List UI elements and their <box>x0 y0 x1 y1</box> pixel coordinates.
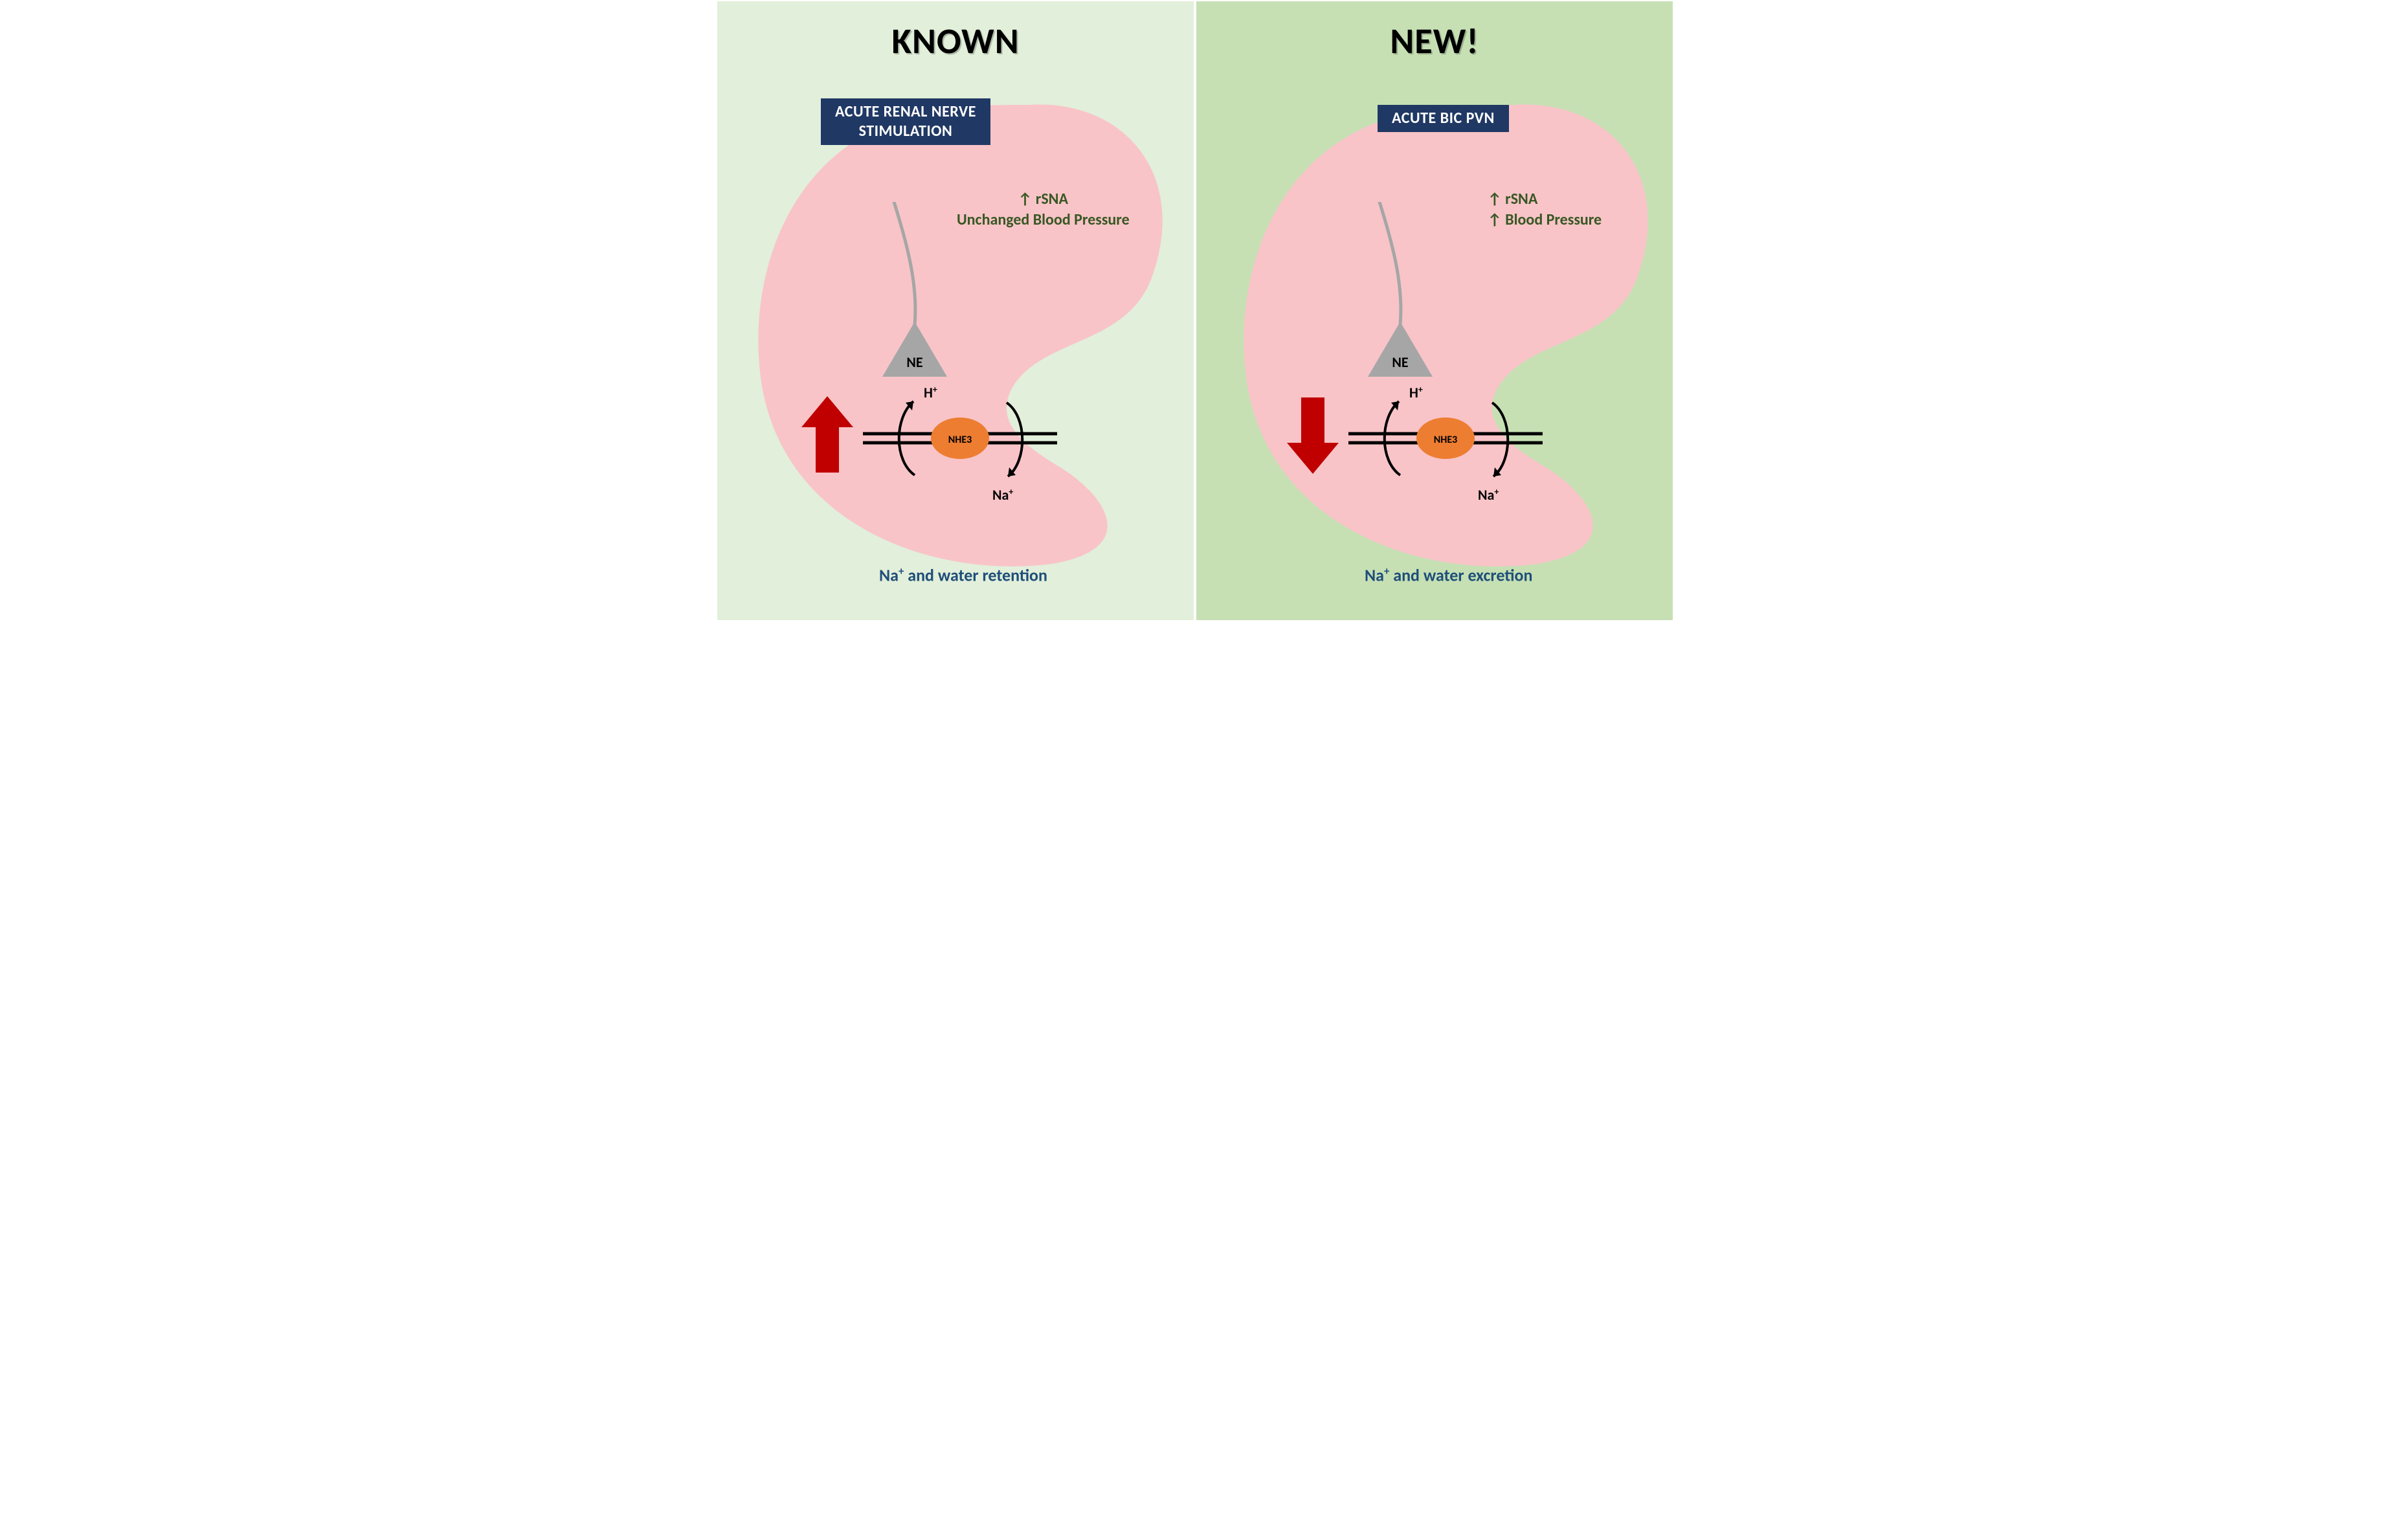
phys-text-right: ↑ rSNA ↑ Blood Pressure <box>1488 189 1602 231</box>
bottom-text-left: Na+ and water retention <box>879 564 1047 586</box>
panel-new: NEW! ACUTE BIC PVN ↑ rSNA ↑ Blood Pressu… <box>1194 1 1673 620</box>
title-known: KNOWN <box>717 1 1194 63</box>
nhe3-label-left: NHE3 <box>948 434 972 446</box>
neuron-right: NE <box>1348 202 1452 386</box>
badge-left: ACUTE RENAL NERVE STIMULATION <box>821 98 990 145</box>
two-panel-diagram: KNOWN ACUTE RENAL NERVE STIMULATION ↑ rS… <box>716 0 1674 621</box>
bottom-text-right: Na+ and water excretion <box>1365 564 1532 586</box>
big-arrow-up <box>801 396 853 477</box>
up-arrow-icon: ↑ <box>1018 190 1033 208</box>
nhe3-group-right: NHE3 H+ Na+ <box>1348 383 1569 516</box>
ne-label-right: NE <box>1392 353 1408 371</box>
panel-known: KNOWN ACUTE RENAL NERVE STIMULATION ↑ rS… <box>717 1 1194 620</box>
up-arrow-icon: ↑ <box>1488 190 1502 208</box>
badge-left-line1: ACUTE RENAL NERVE <box>835 102 976 121</box>
nhe3-label-right: NHE3 <box>1434 434 1458 446</box>
badge-left-line2: STIMULATION <box>859 122 953 140</box>
svg-text:Na+: Na+ <box>1478 486 1499 504</box>
svg-text:Na+: Na+ <box>992 486 1013 504</box>
nhe3-group-left: NHE3 H+ Na+ <box>863 383 1083 516</box>
badge-right: ACUTE BIC PVN <box>1378 105 1509 132</box>
neuron-left: NE <box>863 202 966 386</box>
title-new: NEW! <box>1196 1 1673 63</box>
svg-text:H+: H+ <box>1409 384 1423 402</box>
badge-right-line1: ACUTE BIC PVN <box>1392 109 1495 128</box>
phys-text-left: ↑ rSNA Unchanged Blood Pressure <box>957 189 1130 231</box>
svg-text:H+: H+ <box>924 384 937 402</box>
big-arrow-down <box>1287 396 1339 477</box>
ne-label-left: NE <box>906 353 922 371</box>
up-arrow-icon: ↑ <box>1488 210 1502 229</box>
